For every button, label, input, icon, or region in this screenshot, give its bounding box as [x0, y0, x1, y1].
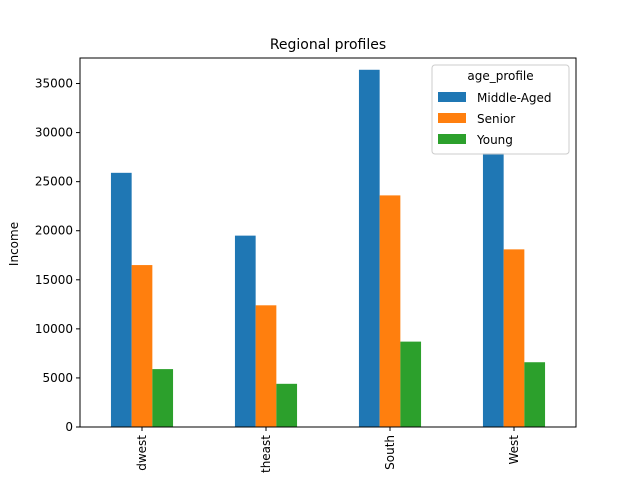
x-axis-ticks: dwest theast South West	[135, 427, 521, 473]
y-tick-label: 5000	[42, 371, 73, 385]
y-tick-label: 10000	[35, 322, 73, 336]
bars-group	[110, 69, 546, 427]
y-tick-label: 0	[65, 420, 73, 434]
bar-middle-aged-northeast	[234, 235, 256, 427]
plot-frame	[79, 57, 577, 428]
chart-title: Regional profiles	[270, 37, 386, 53]
legend-swatch	[438, 92, 466, 102]
legend-box	[431, 64, 570, 155]
bar-senior-south	[379, 195, 401, 427]
bar-young-midwest	[152, 369, 174, 427]
y-axis-label: Income	[7, 222, 21, 266]
bar-middle-aged-south	[358, 69, 380, 427]
bar-senior-midwest	[131, 265, 153, 427]
legend: age_profile Middle-Aged Senior Young	[431, 64, 570, 155]
y-tick-label: 30000	[35, 126, 73, 140]
legend-label: Young	[476, 133, 513, 147]
bar-middle-aged-midwest	[110, 172, 132, 427]
bar-senior-west	[503, 249, 525, 427]
x-tick-label: West	[507, 435, 521, 465]
bar-middle-aged-west	[482, 153, 504, 427]
bar-young-south	[400, 341, 422, 427]
legend-title: age_profile	[467, 69, 533, 83]
x-tick-label: South	[383, 435, 397, 470]
y-tick-label: 20000	[35, 224, 73, 238]
y-tick-label: 15000	[35, 273, 73, 287]
bar-young-northeast	[276, 383, 298, 427]
y-tick-label: 25000	[35, 175, 73, 189]
legend-label: Middle-Aged	[477, 91, 552, 105]
x-tick-label: theast	[259, 435, 273, 473]
bar-senior-northeast	[255, 305, 277, 427]
legend-label: Senior	[477, 112, 515, 126]
x-tick-label: dwest	[135, 435, 149, 471]
y-axis-ticks: 0 5000 10000 15000 20000 25000 30000 35000	[35, 77, 80, 434]
legend-swatch	[438, 113, 466, 123]
bar-young-west	[524, 362, 546, 427]
legend-swatch	[438, 134, 466, 144]
y-tick-label: 35000	[35, 77, 73, 91]
